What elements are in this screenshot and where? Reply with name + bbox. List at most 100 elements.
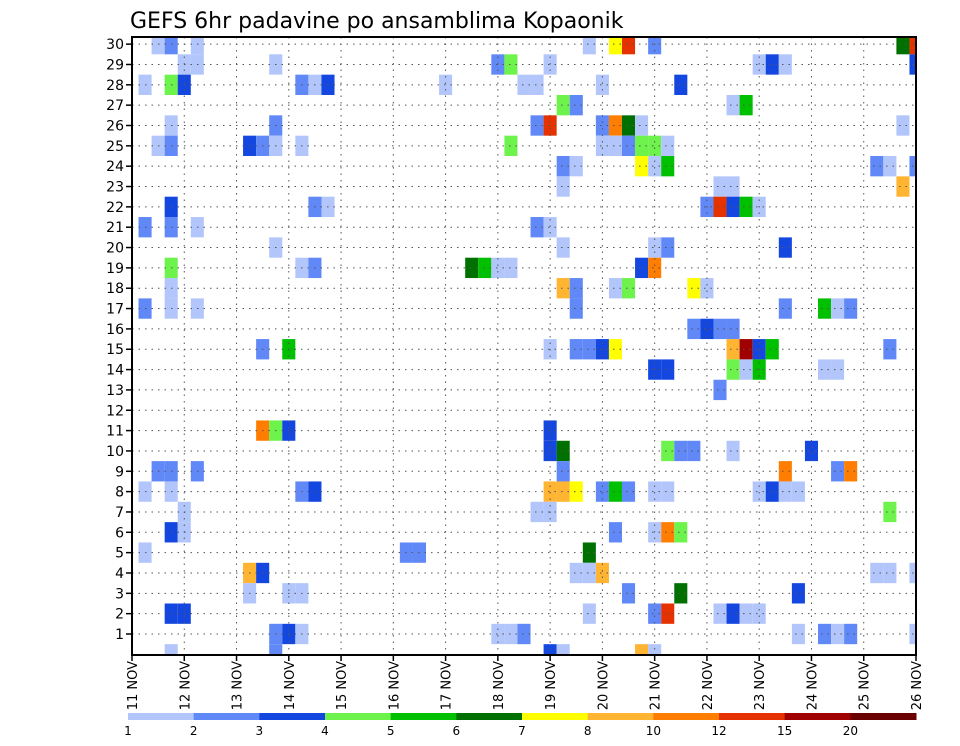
y-tick-label: 8	[115, 485, 124, 501]
y-tick-label: 20	[106, 241, 124, 257]
heatmap-cell	[556, 461, 570, 482]
heatmap-cell	[883, 339, 897, 360]
heatmap-cell	[791, 481, 805, 502]
y-tick-label: 2	[115, 607, 124, 623]
heatmap-cell	[831, 461, 845, 482]
heatmap-cell	[517, 623, 531, 645]
x-tick-label: 15 NOV	[335, 661, 350, 710]
heatmap-cell	[713, 318, 727, 340]
heatmap-cell	[648, 257, 662, 279]
x-tick-label: 24 NOV	[805, 661, 820, 710]
heatmap-cell	[504, 135, 518, 157]
heatmap-cell	[896, 176, 910, 197]
heatmap-cell	[556, 644, 570, 655]
heatmap-cell	[543, 644, 557, 655]
heatmap-cell	[674, 522, 688, 543]
y-tick-label: 22	[106, 200, 124, 216]
y-tick-label: 19	[106, 261, 124, 277]
legend-swatch	[259, 713, 326, 720]
y-tick-label: 1	[115, 627, 124, 643]
heatmap-cell	[870, 156, 884, 177]
heatmap-cell	[831, 359, 845, 380]
heatmap-cell	[726, 359, 740, 380]
heatmap-cell	[582, 603, 596, 624]
y-tick-label: 14	[106, 363, 124, 379]
heatmap-cell	[791, 583, 805, 604]
x-tick-label: 20 NOV	[596, 661, 611, 710]
heatmap-cell	[726, 603, 740, 624]
heatmap-cell	[726, 176, 740, 197]
x-axis: 11 NOV 12 NOV 13 NOV 14 NOV 15 NOV 16 NOV 17 N…	[126, 655, 925, 710]
y-tick-label: 25	[106, 139, 124, 155]
heatmap-cell	[595, 74, 609, 95]
y-tick-label: 15	[106, 342, 124, 358]
legend-label: 8	[584, 724, 592, 738]
heatmap-cell	[543, 440, 557, 462]
heatmap-cell	[752, 603, 766, 624]
heatmap-cell	[608, 522, 622, 543]
y-tick-label: 26	[106, 119, 124, 135]
heatmap-cell	[896, 115, 910, 136]
heatmap-cell	[909, 37, 916, 55]
heatmap-cell	[595, 481, 609, 502]
x-tick-label: 17 NOV	[440, 661, 455, 710]
heatmap-cell	[661, 156, 675, 177]
heatmap-cell	[661, 359, 675, 380]
x-tick-label: 18 NOV	[492, 661, 507, 710]
heatmap-cell	[543, 420, 557, 441]
heatmap-cell	[608, 37, 622, 55]
legend-swatch	[390, 713, 457, 720]
heatmap-cell	[661, 522, 675, 543]
y-axis: 1234567891011121314151617181920212223242…	[106, 37, 132, 643]
heatmap-cell	[569, 298, 583, 319]
heatmap-cell	[661, 440, 675, 462]
heatmap-cell	[818, 623, 832, 645]
heatmap-cell	[582, 562, 596, 584]
heatmap-cell	[517, 74, 531, 95]
legend-label: 15	[777, 724, 792, 738]
legend-swatch	[193, 713, 260, 720]
grid-lines	[132, 37, 916, 655]
heatmap-cell	[569, 94, 583, 116]
legend-swatch	[587, 713, 654, 720]
heatmap-cell	[831, 298, 845, 319]
y-tick-label: 29	[106, 57, 124, 73]
heatmap-cell	[778, 237, 792, 258]
heatmap-cell	[478, 257, 492, 279]
x-tick-label: 14 NOV	[283, 661, 298, 710]
plot-frame	[131, 36, 917, 656]
y-tick-label: 28	[106, 78, 124, 94]
heatmap-cell	[530, 217, 544, 238]
x-tick-label: 25 NOV	[858, 661, 873, 710]
x-tick-label: 16 NOV	[387, 661, 402, 710]
heatmap-cell	[778, 298, 792, 319]
heatmap-cell	[556, 237, 570, 258]
x-tick-label: 11 NOV	[126, 661, 141, 710]
y-tick-label: 10	[106, 444, 124, 460]
heatmap-cell	[674, 74, 688, 95]
heatmap-cell	[491, 623, 505, 645]
legend-swatch	[850, 713, 917, 720]
heatmap-cell	[778, 54, 792, 75]
heatmap-cell	[543, 115, 557, 136]
heatmap-cell	[661, 135, 675, 157]
heatmap-cell	[739, 339, 753, 360]
heatmap-cell	[674, 583, 688, 604]
heatmap-cell	[556, 278, 570, 299]
legend-swatch	[456, 713, 523, 720]
heatmap-cell	[713, 603, 727, 624]
heatmap-cell	[164, 37, 178, 55]
heatmap-cell	[844, 461, 858, 482]
x-tick-label: 21 NOV	[649, 661, 664, 710]
heatmap-cell	[582, 37, 596, 55]
y-tick-label: 4	[115, 566, 124, 582]
legend-label: 10	[646, 724, 661, 738]
x-tick-label: 23 NOV	[753, 661, 768, 710]
legend-swatch	[128, 713, 195, 720]
heatmap-cell	[687, 318, 701, 340]
legend-label: 2	[190, 724, 198, 738]
heatmap-cell	[739, 359, 753, 380]
heatmap-cell	[883, 156, 897, 177]
heatmap-cell	[608, 115, 622, 136]
